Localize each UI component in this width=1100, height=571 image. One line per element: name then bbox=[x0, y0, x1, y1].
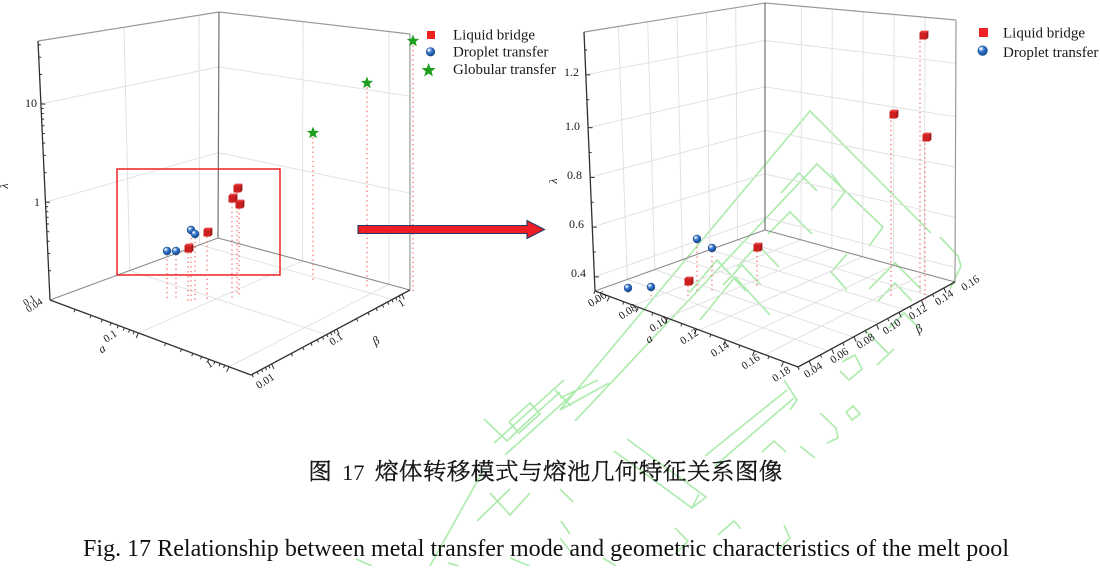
svg-text:1.2: 1.2 bbox=[564, 65, 579, 79]
svg-text:10: 10 bbox=[25, 96, 37, 110]
svg-text:Droplet transfer: Droplet transfer bbox=[1003, 45, 1098, 61]
svg-text:Liquid bridge: Liquid bridge bbox=[453, 28, 535, 44]
svg-text:0.6: 0.6 bbox=[569, 217, 584, 231]
svg-text:17: 17 bbox=[342, 460, 365, 485]
svg-text:Droplet transfer: Droplet transfer bbox=[453, 45, 548, 61]
svg-text:1: 1 bbox=[34, 195, 40, 209]
svg-text:λ: λ bbox=[0, 183, 11, 189]
svg-text:Liquid bridge: Liquid bridge bbox=[1003, 26, 1085, 42]
svg-text:Fig. 17 Relationship between m: Fig. 17 Relationship between metal trans… bbox=[83, 536, 1009, 562]
svg-text:0.8: 0.8 bbox=[567, 168, 582, 182]
svg-text:Globular transfer: Globular transfer bbox=[453, 62, 556, 78]
svg-text:0.4: 0.4 bbox=[571, 266, 586, 280]
svg-text:1.0: 1.0 bbox=[565, 119, 580, 133]
svg-text:λ: λ bbox=[546, 178, 560, 184]
